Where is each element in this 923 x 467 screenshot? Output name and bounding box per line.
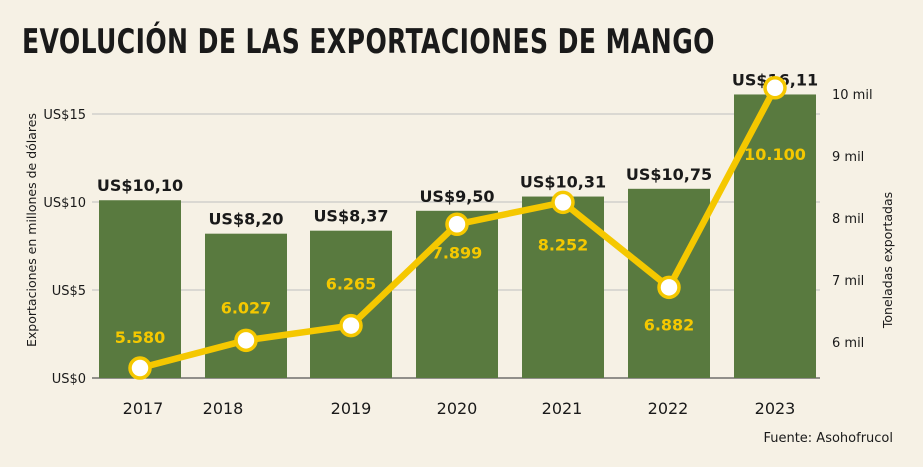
right-tick-label: 7 mil (832, 274, 864, 289)
left-tick-label: US$0 (52, 372, 86, 387)
line-value-label: 7.899 (432, 243, 483, 262)
left-tick-label: US$10 (43, 196, 86, 211)
right-tick-label: 8 mil (832, 212, 864, 227)
line-point (657, 275, 681, 300)
bar (99, 200, 181, 378)
right-axis-title: Toneladas exportadas (880, 192, 895, 329)
bar (205, 233, 287, 378)
line-point (445, 212, 469, 237)
line-value-label: 5.580 (115, 328, 166, 347)
x-tick-label: 2023 (755, 399, 796, 418)
line-point (128, 356, 152, 380)
right-tick-label: 6 mil (832, 336, 864, 351)
line-value-label: 6.265 (326, 275, 377, 294)
x-tick-label: 2017 (123, 399, 164, 418)
chart-title: EVOLUCIÓN DE LAS EXPORTACIONES DE MANGO (22, 22, 715, 62)
x-tick-label: 2018 (203, 399, 244, 418)
bar-value-label: US$8,20 (208, 210, 283, 229)
bar-value-label: US$9,50 (419, 187, 494, 206)
bar-value-label: US$8,37 (313, 207, 388, 226)
line-value-label: 6.882 (644, 315, 695, 334)
bar-value-label: US$10,10 (97, 176, 183, 195)
bar-value-label: US$10,31 (520, 173, 606, 192)
x-tick-label: 2020 (437, 399, 478, 418)
source-note: Fuente: Asohofrucol (763, 431, 893, 446)
left-tick-label: US$5 (52, 284, 86, 299)
x-tick-label: 2022 (648, 399, 689, 418)
line-value-label: 8.252 (538, 235, 589, 254)
line-point (763, 76, 787, 100)
right-tick-label: 9 mil (832, 150, 864, 165)
line-value-label: 6.027 (221, 298, 272, 317)
x-tick-label: 2021 (542, 399, 583, 418)
left-tick-label: US$15 (43, 108, 86, 123)
line-point (234, 328, 258, 353)
line-point (339, 313, 363, 338)
line-point (551, 190, 575, 215)
bar (416, 210, 498, 378)
bar (310, 230, 392, 378)
right-tick-label: 10 mil (832, 88, 873, 103)
x-tick-label: 2019 (331, 399, 372, 418)
line-value-label: 10.100 (744, 145, 806, 164)
left-axis-title: Exportaciones en millones de dólares (24, 113, 39, 347)
bar-value-label: US$10,75 (626, 165, 712, 184)
